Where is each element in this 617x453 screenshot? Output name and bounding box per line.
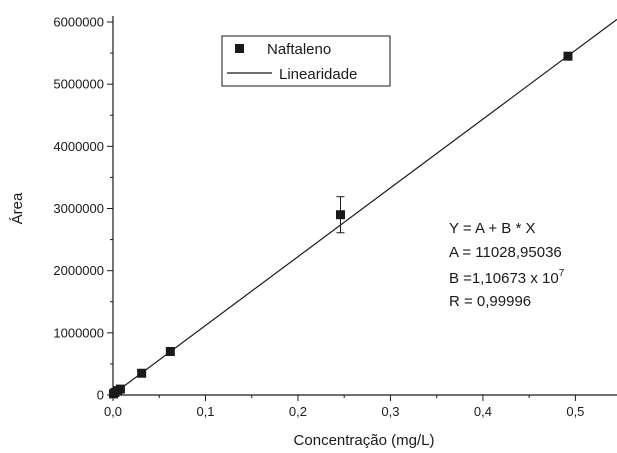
annotation-slope-base: B =1,10673 x 10 [449, 270, 559, 287]
legend-label-linearidade: Linearidade [279, 66, 357, 83]
data-point-naftaleno [137, 368, 147, 378]
fit-line-linearidade [112, 18, 617, 395]
y-tick-label: 0 [97, 388, 104, 403]
x-tick-label: 0,0 [104, 404, 122, 419]
annotation-equation: Y = A + B * X [449, 220, 535, 237]
annotation-intercept: A = 11028,95036 [449, 244, 562, 261]
data-point-naftaleno [115, 384, 125, 394]
ticks-group: 0 1000000 2000000 3000000 4000000 5000000 6000… [53, 15, 584, 420]
legend-label-naftaleno: Naftaleno [267, 41, 331, 58]
annotation-slope: B =1,10673 x 107 [449, 268, 565, 287]
legend-box [221, 35, 391, 87]
x-tick-label: 0,5 [566, 404, 584, 419]
data-point-naftaleno [165, 346, 175, 356]
y-tick-label: 2000000 [53, 263, 104, 278]
y-tick-label: 6000000 [53, 15, 104, 30]
plot-group [108, 18, 617, 399]
annotation-slope-exponent: 7 [559, 268, 565, 279]
y-tick-label: 1000000 [53, 325, 104, 340]
x-tick-label: 0,2 [289, 404, 307, 419]
x-axis-title: Concentração (mg/L) [294, 432, 435, 449]
y-axis-title: Área [9, 192, 26, 224]
fit-annotation: Y = A + B * X A = 11028,95036 B =1,10673… [449, 220, 565, 310]
y-tick-label: 4000000 [53, 139, 104, 154]
legend-marker-square [235, 44, 244, 53]
data-point-naftaleno [335, 210, 345, 220]
annotation-r-value: R = 0,99996 [449, 293, 531, 310]
axes [112, 16, 617, 396]
x-tick-label: 0,4 [474, 404, 492, 419]
x-tick-label: 0,1 [196, 404, 214, 419]
y-tick-label: 5000000 [53, 77, 104, 92]
x-tick-label: 0,3 [381, 404, 399, 419]
y-tick-label: 3000000 [53, 201, 104, 216]
data-point-naftaleno [563, 51, 573, 61]
legend: Naftaleno Linearidade [221, 35, 391, 87]
